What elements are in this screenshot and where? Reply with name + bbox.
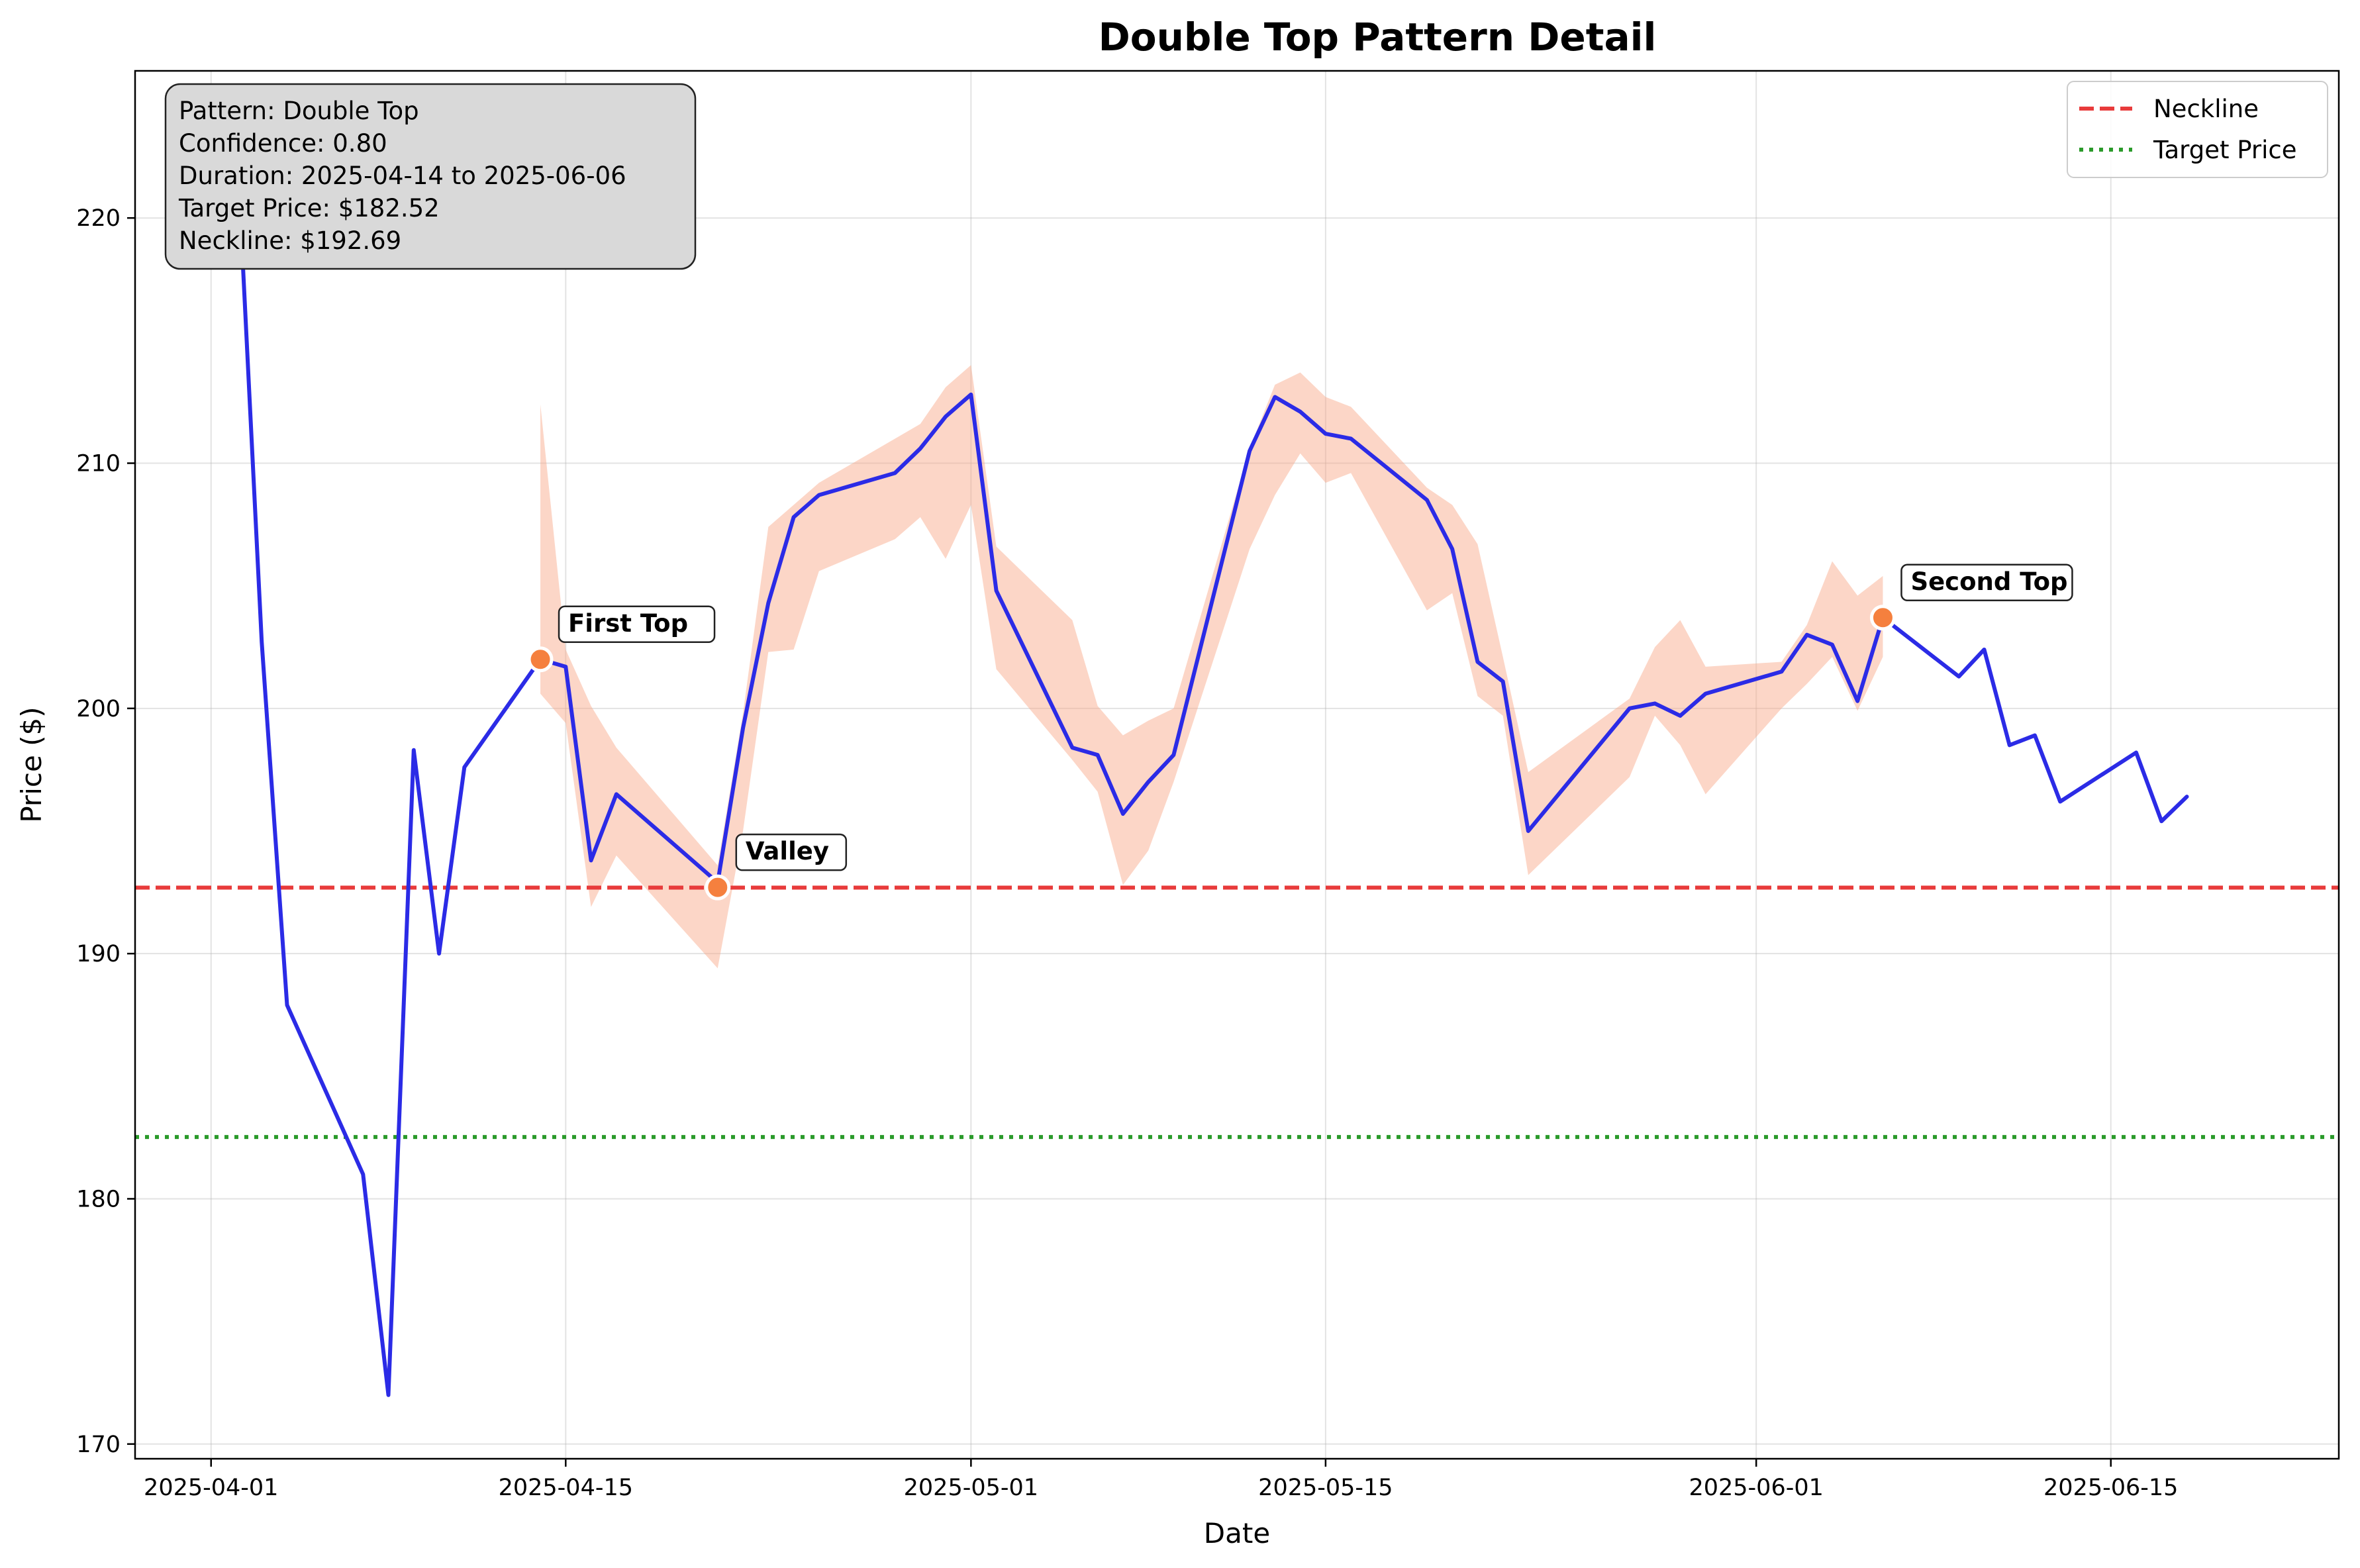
annotation-box	[735, 833, 848, 871]
x-axis-ticks: 2025-04-01 2025-04-15 2025-05-01 2025-05-15…	[144, 1459, 2178, 1501]
info-duration: Duration: 2025-04-14 to 2025-06-06	[179, 162, 626, 190]
pattern-info-box: Pattern: Double Top Confidence: 0.80 Dur…	[164, 83, 697, 270]
x-tick-label: 2025-06-01	[1689, 1475, 1823, 1501]
y-axis-label: Price ($)	[15, 707, 48, 822]
pattern-markers: First Top Valley Second Top	[527, 564, 2073, 901]
legend-neckline-label: Neckline	[2153, 95, 2259, 123]
x-tick-label: 2025-04-15	[499, 1475, 633, 1501]
confidence-band-area	[540, 365, 1883, 969]
legend-target-label: Target Price	[2153, 136, 2297, 164]
pattern-point-marker	[527, 646, 554, 673]
legend-frame	[2067, 81, 2328, 178]
annotation-label: Second Top	[1910, 567, 2067, 596]
pattern-point-marker	[705, 874, 731, 901]
annotation-box	[1900, 564, 2073, 602]
x-tick-label: 2025-04-01	[144, 1475, 278, 1501]
y-axis-ticks: 170 180 190 200 210 220	[76, 205, 135, 1458]
info-target-price: Target Price: $182.52	[178, 194, 440, 222]
price-line	[234, 132, 2189, 1397]
y-tick-label: 190	[76, 941, 121, 967]
y-tick-label: 180	[76, 1186, 121, 1212]
annotation-label: Valley	[746, 837, 829, 865]
annotation-box	[558, 605, 716, 644]
x-tick-label: 2025-05-01	[904, 1475, 1038, 1501]
y-tick-label: 220	[76, 205, 121, 232]
price-series	[234, 132, 2189, 1397]
annotation-label: First Top	[568, 609, 688, 638]
info-neckline: Neckline: $192.69	[179, 226, 401, 255]
confidence-band	[540, 365, 1883, 969]
x-tick-label: 2025-05-15	[1258, 1475, 1393, 1501]
y-tick-label: 210	[76, 451, 121, 477]
grid	[135, 71, 2339, 1459]
x-axis-label: Date	[1204, 1517, 1270, 1549]
reference-lines	[135, 885, 2339, 1140]
legend: Neckline Target Price	[2067, 81, 2328, 178]
y-tick-label: 200	[76, 696, 121, 722]
info-pattern: Pattern: Double Top	[179, 97, 419, 125]
info-box-background	[164, 83, 697, 270]
chart-title: Double Top Pattern Detail	[1099, 15, 1657, 60]
x-tick-label: 2025-06-15	[2043, 1475, 2178, 1501]
info-confidence: Confidence: 0.80	[179, 129, 387, 158]
y-tick-label: 170	[76, 1432, 121, 1458]
plot-frame	[134, 70, 2340, 1460]
pattern-point-marker	[1869, 605, 1896, 631]
